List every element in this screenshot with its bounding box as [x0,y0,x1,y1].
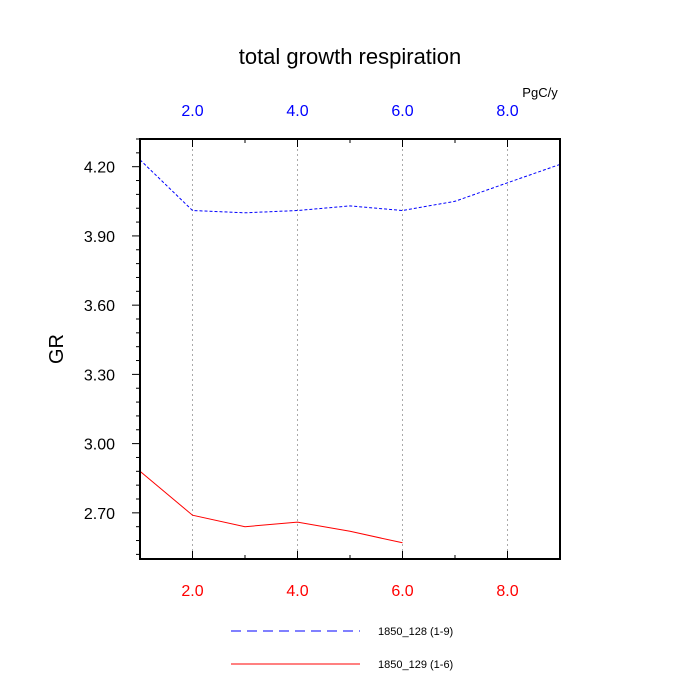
y-tick-label: 3.30 [84,367,115,384]
top-x-tick-label: 2.0 [181,103,203,120]
y-tick-label: 3.00 [84,437,115,454]
legend-label: 1850_129 (1-6) [378,659,453,671]
chart-title: total growth respiration [239,44,462,69]
plot-frame [139,138,561,560]
y-tick-label: 4.20 [84,160,115,177]
y-tick-label: 3.90 [84,229,115,246]
units-label: PgC/y [522,85,558,100]
top-x-tick-label: 8.0 [496,103,518,120]
series-layer [139,159,561,544]
series-line [139,470,403,544]
y-axis-label: GR [46,334,68,364]
x-tick-label: 8.0 [496,583,518,600]
legend-label: 1850_128 (1-9) [378,626,453,638]
axis-layer: 2.0 4.0 6.0 8.0 2.0 4.0 6.0 8.0 2.70 3.00 3.30 3.60… [84,103,561,600]
legend: 1850_128 (1-9) 1850_129 (1-6) [231,626,453,671]
top-x-tick-label: 6.0 [391,103,413,120]
series-line [139,159,561,214]
x-tick-label: 6.0 [391,583,413,600]
y-tick-label: 3.60 [84,298,115,315]
grid-layer [192,139,508,559]
top-x-tick-label: 4.0 [286,103,308,120]
x-tick-label: 4.0 [286,583,308,600]
x-tick-label: 2.0 [181,583,203,600]
y-tick-label: 2.70 [84,506,115,523]
